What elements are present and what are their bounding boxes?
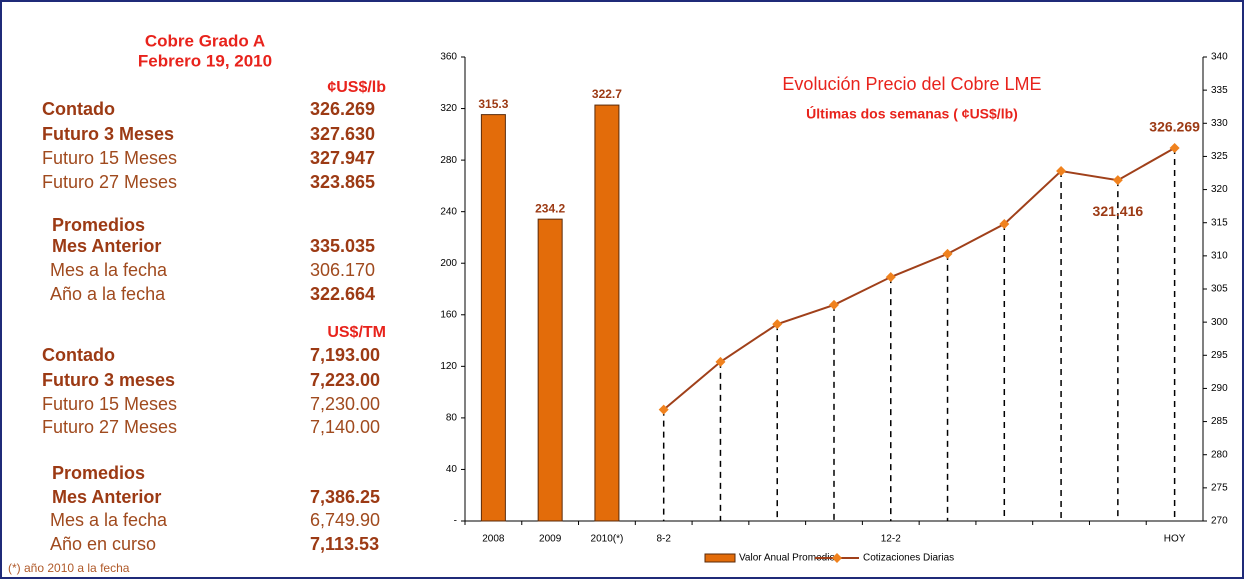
panel-title: Cobre Grado A — [145, 31, 265, 50]
y2-tick-label: 295 — [1211, 350, 1228, 361]
line — [663, 147, 1176, 411]
unit-label: ¢US$/lb — [327, 79, 386, 96]
marker — [715, 356, 726, 367]
row-value: 7,223.00 — [310, 370, 380, 390]
row-label: Año en curso — [50, 534, 156, 554]
row-value: 327.630 — [310, 124, 375, 144]
marker — [829, 299, 839, 310]
bar-label: 315.3 — [478, 97, 508, 111]
row-value: 322.664 — [310, 284, 375, 304]
row-value: 7,230.00 — [310, 394, 380, 414]
row-label: Futuro 27 Meses — [42, 417, 177, 437]
y-tick-label: 160 — [440, 309, 457, 320]
x-tick-label: 2008 — [482, 534, 505, 545]
row-label: Futuro 3 meses — [42, 370, 175, 390]
row-value: 326.269 — [310, 99, 375, 119]
y2-tick-label: 285 — [1211, 416, 1228, 427]
unit-label: US$/TM — [327, 324, 386, 341]
legend-label: Cotizaciones Diarias — [863, 553, 954, 564]
row-label: Mes Anterior — [52, 236, 161, 256]
x-tick-label: 2009 — [539, 534, 562, 545]
row-value: 306.170 — [310, 260, 375, 280]
marker — [942, 248, 953, 259]
y-tick-label: 240 — [440, 206, 457, 217]
y2-tick-label: 300 — [1211, 317, 1228, 328]
row-label: Mes Anterior — [52, 487, 161, 507]
y-tick-label: 320 — [440, 103, 457, 114]
row-value: 7,193.00 — [310, 345, 380, 365]
bar — [594, 104, 620, 522]
section-title: Promedios — [52, 215, 145, 235]
marker — [1112, 175, 1123, 186]
legend-label: Valor Anual Promedio — [739, 553, 835, 564]
y2-tick-label: 305 — [1211, 284, 1228, 295]
y-tick-label: - — [454, 516, 457, 527]
row-value: 7,386.25 — [310, 487, 380, 507]
x-tick-label: HOY — [1164, 534, 1186, 545]
row-value: 7,113.53 — [310, 534, 379, 554]
bar-label: 234.2 — [535, 201, 565, 215]
y2-tick-label: 340 — [1211, 52, 1228, 63]
panel-date: Febrero 19, 2010 — [138, 51, 272, 70]
y-tick-label: 120 — [440, 361, 457, 372]
footnote: (*) año 2010 a la fecha — [8, 561, 130, 575]
y2-tick-label: 270 — [1211, 516, 1228, 527]
row-value: 6,749.90 — [310, 510, 380, 530]
marker — [1056, 166, 1067, 177]
y2-tick-label: 330 — [1211, 118, 1228, 129]
chart-subtitle: Últimas dos semanas ( ¢US$/lb) — [806, 105, 1018, 122]
marker — [885, 272, 896, 283]
row-label: Mes a la fecha — [50, 260, 168, 280]
row-value: 7,140.00 — [310, 417, 380, 437]
x-tick-label: 12-2 — [881, 534, 901, 545]
bar-label: 322.7 — [592, 87, 622, 101]
y-tick-label: 280 — [440, 155, 457, 166]
point-label: 326.269 — [1149, 119, 1200, 135]
y2-tick-label: 315 — [1211, 217, 1228, 228]
y2-tick-label: 290 — [1211, 383, 1228, 394]
row-label: Futuro 3 Meses — [42, 124, 174, 144]
row-value: 335.035 — [310, 236, 375, 256]
y-tick-label: 200 — [440, 258, 457, 269]
x-tick-label: 8-2 — [656, 534, 671, 545]
chart-title: Evolución Precio del Cobre LME — [782, 74, 1041, 94]
row-label: Mes a la fecha — [50, 510, 168, 530]
marker — [999, 219, 1010, 230]
marker — [658, 404, 669, 415]
y-tick-label: 40 — [446, 464, 458, 475]
y2-tick-label: 335 — [1211, 85, 1228, 96]
y2-tick-label: 325 — [1211, 151, 1228, 162]
x-tick-label: 2010(*) — [591, 534, 624, 545]
row-value: 323.865 — [310, 172, 375, 192]
row-label: Futuro 15 Meses — [42, 394, 177, 414]
legend-swatch — [704, 553, 736, 563]
y-tick-label: 360 — [440, 52, 457, 63]
y2-tick-label: 320 — [1211, 184, 1228, 195]
row-label: Contado — [42, 99, 115, 119]
y2-tick-label: 280 — [1211, 449, 1228, 460]
point-label: 321.416 — [1093, 203, 1144, 219]
row-label: Año a la fecha — [50, 284, 166, 304]
y2-tick-label: 275 — [1211, 482, 1228, 493]
marker — [772, 319, 783, 330]
row-label: Contado — [42, 345, 115, 365]
bar — [537, 218, 563, 522]
y-tick-label: 80 — [446, 413, 458, 424]
y2-tick-label: 310 — [1211, 250, 1228, 261]
bar — [480, 114, 506, 522]
marker — [1169, 143, 1180, 154]
row-value: 327.947 — [310, 148, 375, 168]
legend-marker — [832, 553, 842, 563]
row-label: Futuro 15 Meses — [42, 148, 177, 168]
row-label: Futuro 27 Meses — [42, 172, 177, 192]
section-title: Promedios — [52, 463, 145, 483]
